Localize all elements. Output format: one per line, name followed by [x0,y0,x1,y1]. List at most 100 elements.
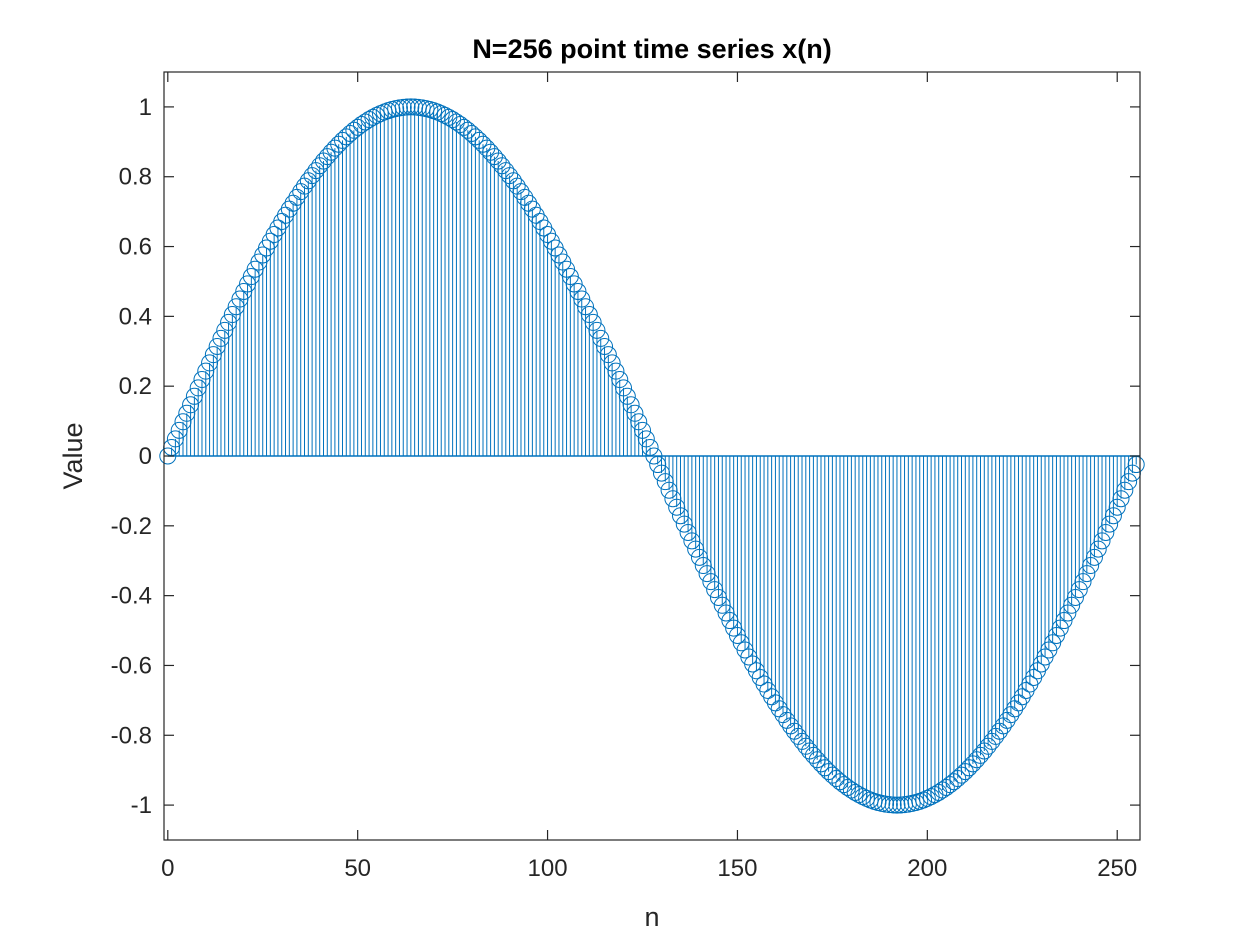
stem-marker [918,789,936,807]
stem-marker [1059,604,1077,622]
stem-marker [523,200,541,218]
y-tick-label: -0.6 [111,652,152,679]
stem-marker [223,306,241,324]
stem-marker [402,98,420,116]
ticks-group [164,72,1140,840]
stem-marker [185,387,203,405]
stem-marker [668,498,686,516]
stem-marker [1074,573,1092,591]
stems-group [171,106,1137,806]
y-tick-label: 1 [139,94,152,121]
y-tick-label: -0.8 [111,722,152,749]
tick-labels-group: 0 50 100 150 200 250 -1 -0.8 -0.6 -0.4 -0.2 0 0.2 0.4… [111,94,1138,882]
stem-marker [592,329,610,347]
stem-marker [922,788,940,806]
stem-marker [394,98,412,116]
stem-marker [721,612,739,630]
stem-marker [698,565,716,583]
stem-marker [766,694,784,712]
stem-marker [763,688,781,706]
stem-marker [573,290,591,308]
stem-marker [1089,540,1107,558]
stem-marker [1108,498,1126,516]
stem-marker [1066,588,1084,606]
stem-marker [687,540,705,558]
stem-marker [204,346,222,364]
stem-marker [277,206,295,224]
stem-marker [884,796,902,814]
y-tick-label: 0.4 [119,303,152,330]
stem-marker [371,105,389,123]
x-tick-label: 50 [344,855,371,882]
stem-marker [618,387,636,405]
stem-marker [239,275,257,293]
stem-marker [702,573,720,591]
stem-marker [584,313,602,331]
stem-marker [174,413,192,431]
stem-marker [645,447,663,465]
stem-marker [182,396,200,414]
stem-marker [683,532,701,550]
y-axis-label: Value [58,422,88,489]
stem-marker [858,789,876,807]
stem-marker [1006,700,1024,718]
stem-marker [1002,706,1020,724]
stem-marker [709,588,727,606]
stem-marker [436,106,454,124]
stem-marker [1085,548,1103,566]
stem-marker [580,306,598,324]
stem-marker [189,379,207,397]
stem-marker [428,103,446,121]
stem-marker [652,464,670,482]
stem-marker [364,108,382,126]
stem-marker [1047,626,1065,644]
stem-marker [220,313,238,331]
stem-marker [565,275,583,293]
stem-marker [690,548,708,566]
stem-marker [1101,515,1119,533]
stem-marker [1070,581,1088,599]
chart-title: N=256 point time series x(n) [472,34,831,64]
stem-marker [520,194,538,212]
stem-marker [193,371,211,389]
stem-marker [561,268,579,286]
stem-marker [846,783,864,801]
y-tick-label: 0 [139,443,152,470]
stem-marker [516,188,534,206]
y-tick-label: 0.2 [119,373,152,400]
stem-marker [1082,557,1100,575]
stem-marker [850,786,868,804]
stem-marker [660,481,678,499]
y-tick-label: -0.4 [111,583,152,610]
stem-marker [569,282,587,300]
y-tick-label: -0.2 [111,513,152,540]
stem-marker [915,791,933,809]
stem-marker [626,404,644,422]
x-tick-label: 0 [161,855,174,882]
stem-marker [235,282,253,300]
stem-marker [649,456,667,474]
stem-marker [596,337,614,355]
x-tick-label: 200 [907,855,947,882]
stem-marker [170,421,188,439]
stem-marker [178,404,196,422]
stem-marker [717,604,735,622]
stem-marker [679,523,697,541]
x-tick-label: 250 [1097,855,1137,882]
stem-marker [1116,481,1134,499]
stem-marker [1112,490,1130,508]
stem-marker [432,105,450,123]
stem-marker [197,362,215,380]
stem-marker [656,473,674,491]
stem-marker [577,298,595,316]
stem-marker [166,430,184,448]
stem-marker [1055,612,1073,630]
stem-marker [622,396,640,414]
stem-marker [1104,507,1122,525]
stem-marker [675,515,693,533]
stem-marker [1051,619,1069,637]
stem-marker [603,354,621,372]
stem-marker [280,200,298,218]
stem-marker [615,379,633,397]
